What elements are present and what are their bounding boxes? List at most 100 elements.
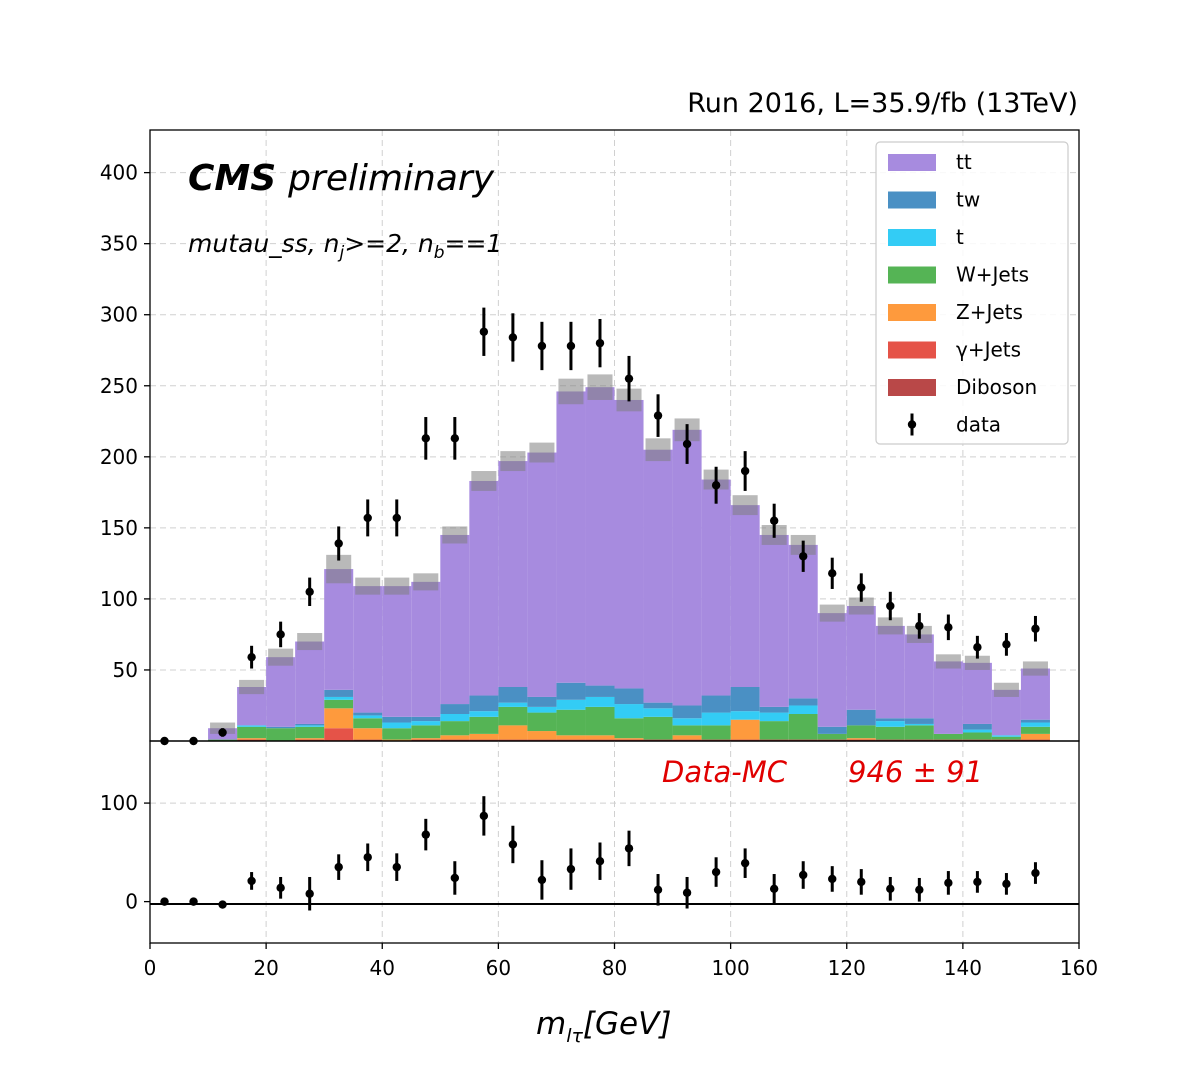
bar-tt [498,461,528,688]
bar-wjets [701,725,731,740]
bar-t [904,723,934,726]
ratio-value: 946 ± 91 [848,755,983,789]
data-point [1002,640,1011,649]
uncertainty-box [239,679,265,695]
bar-tw [788,698,818,706]
bar-tw [643,702,673,709]
bar-tt [614,399,644,689]
bar-tt [1020,668,1050,720]
bar-zjets [440,735,470,740]
uncertainty-box [993,682,1019,697]
selection-label: mutau_ss, nj>=2, nb==1 [188,229,502,263]
y-tick-label: 250 [100,374,138,398]
bar-t [324,696,354,700]
bar-tt [730,505,760,688]
lower-y-axis: 0 100 [100,791,150,914]
ratio-point [624,844,634,853]
bar-zjets [324,708,354,729]
bar-tw [469,695,499,712]
bar-wjets [643,716,673,740]
data-point [508,333,518,342]
x-tick-label: 0 [144,956,157,980]
uncertainty-box [442,526,468,544]
uncertainty-box [355,577,381,595]
bar-wjets [788,714,818,740]
x-tick-label: 100 [712,956,750,980]
bar-t [585,696,615,707]
bar-diboson [672,739,702,741]
ratio-label: Data-MC [662,755,788,789]
legend-swatch [888,229,936,246]
ratio-point [740,858,750,868]
uncertainty-box [964,655,990,670]
ratio-point [828,874,837,884]
legend-swatch [888,304,936,321]
uncertainty-box [587,374,613,400]
uncertainty-box [500,451,526,472]
ratio-points [160,796,1040,911]
data-point [711,481,721,490]
ratio-point [160,897,169,906]
ratio-point [450,873,460,883]
ratio-point [682,888,692,897]
bar-tw [962,723,992,730]
data-point [479,327,489,336]
ratio-point [769,884,779,894]
bar-wjets [817,733,847,740]
legend-label: Diboson [956,375,1037,399]
bar-tw [440,704,470,715]
legend-label: tw [956,188,980,212]
bar-tw [846,709,876,726]
ratio-point [276,883,285,893]
legend-label: γ+Jets [956,338,1021,362]
bar-tw [759,706,789,713]
bar-wjets [759,721,789,740]
bar-diboson [991,739,1021,741]
uncertainty-box [297,633,323,651]
bar-wjets [585,706,615,736]
run-label: Run 2016, L=35.9/fb (13TeV) [687,88,1078,119]
bar-tt [295,641,325,724]
bar-diboson [353,739,383,741]
bar-zjets [469,733,499,740]
bar-diboson [730,739,760,741]
bar-diboson [933,739,963,741]
y-tick-label: 200 [100,445,138,469]
x-label-unit: [GeV] [583,1006,672,1042]
x-tick-label: 120 [828,956,866,980]
bar-zjets [237,738,267,740]
upper-y-axis: 50 100 150 200 250 300 350 400 [100,161,150,682]
bar-tw [672,705,702,719]
selection-part: mutau_ss, n [188,229,339,258]
data-point [799,552,808,561]
bar-tt [817,613,847,727]
bar-diboson [1020,739,1050,741]
ratio-point [189,897,198,906]
ratio-point [218,900,227,909]
uncertainty-box [384,577,410,595]
selection-part: ==1 [445,229,503,258]
data-point [624,374,634,383]
bar-t [614,704,644,719]
bar-t [469,711,499,717]
legend-label: tt [956,150,972,174]
data-point [857,583,866,592]
data-point [566,341,576,351]
data-point [595,338,605,348]
bar-tw [556,682,586,700]
bar-wjets [440,721,470,736]
data-point [653,411,663,420]
uncertainty-box [877,617,903,635]
legend-items: tt tw t W+Jets Z+Jets γ+Jets Diboson data [888,150,1037,437]
bar-t [411,721,441,726]
data-point [740,466,750,476]
bar-tt [585,387,615,686]
bar-tw [1020,719,1050,723]
bar-tw [527,696,557,707]
legend-label: Z+Jets [956,300,1023,324]
ratio-point [915,885,924,894]
bar-tt [759,534,789,707]
bar-tt [266,657,296,727]
y-tick-label: 300 [100,303,138,327]
